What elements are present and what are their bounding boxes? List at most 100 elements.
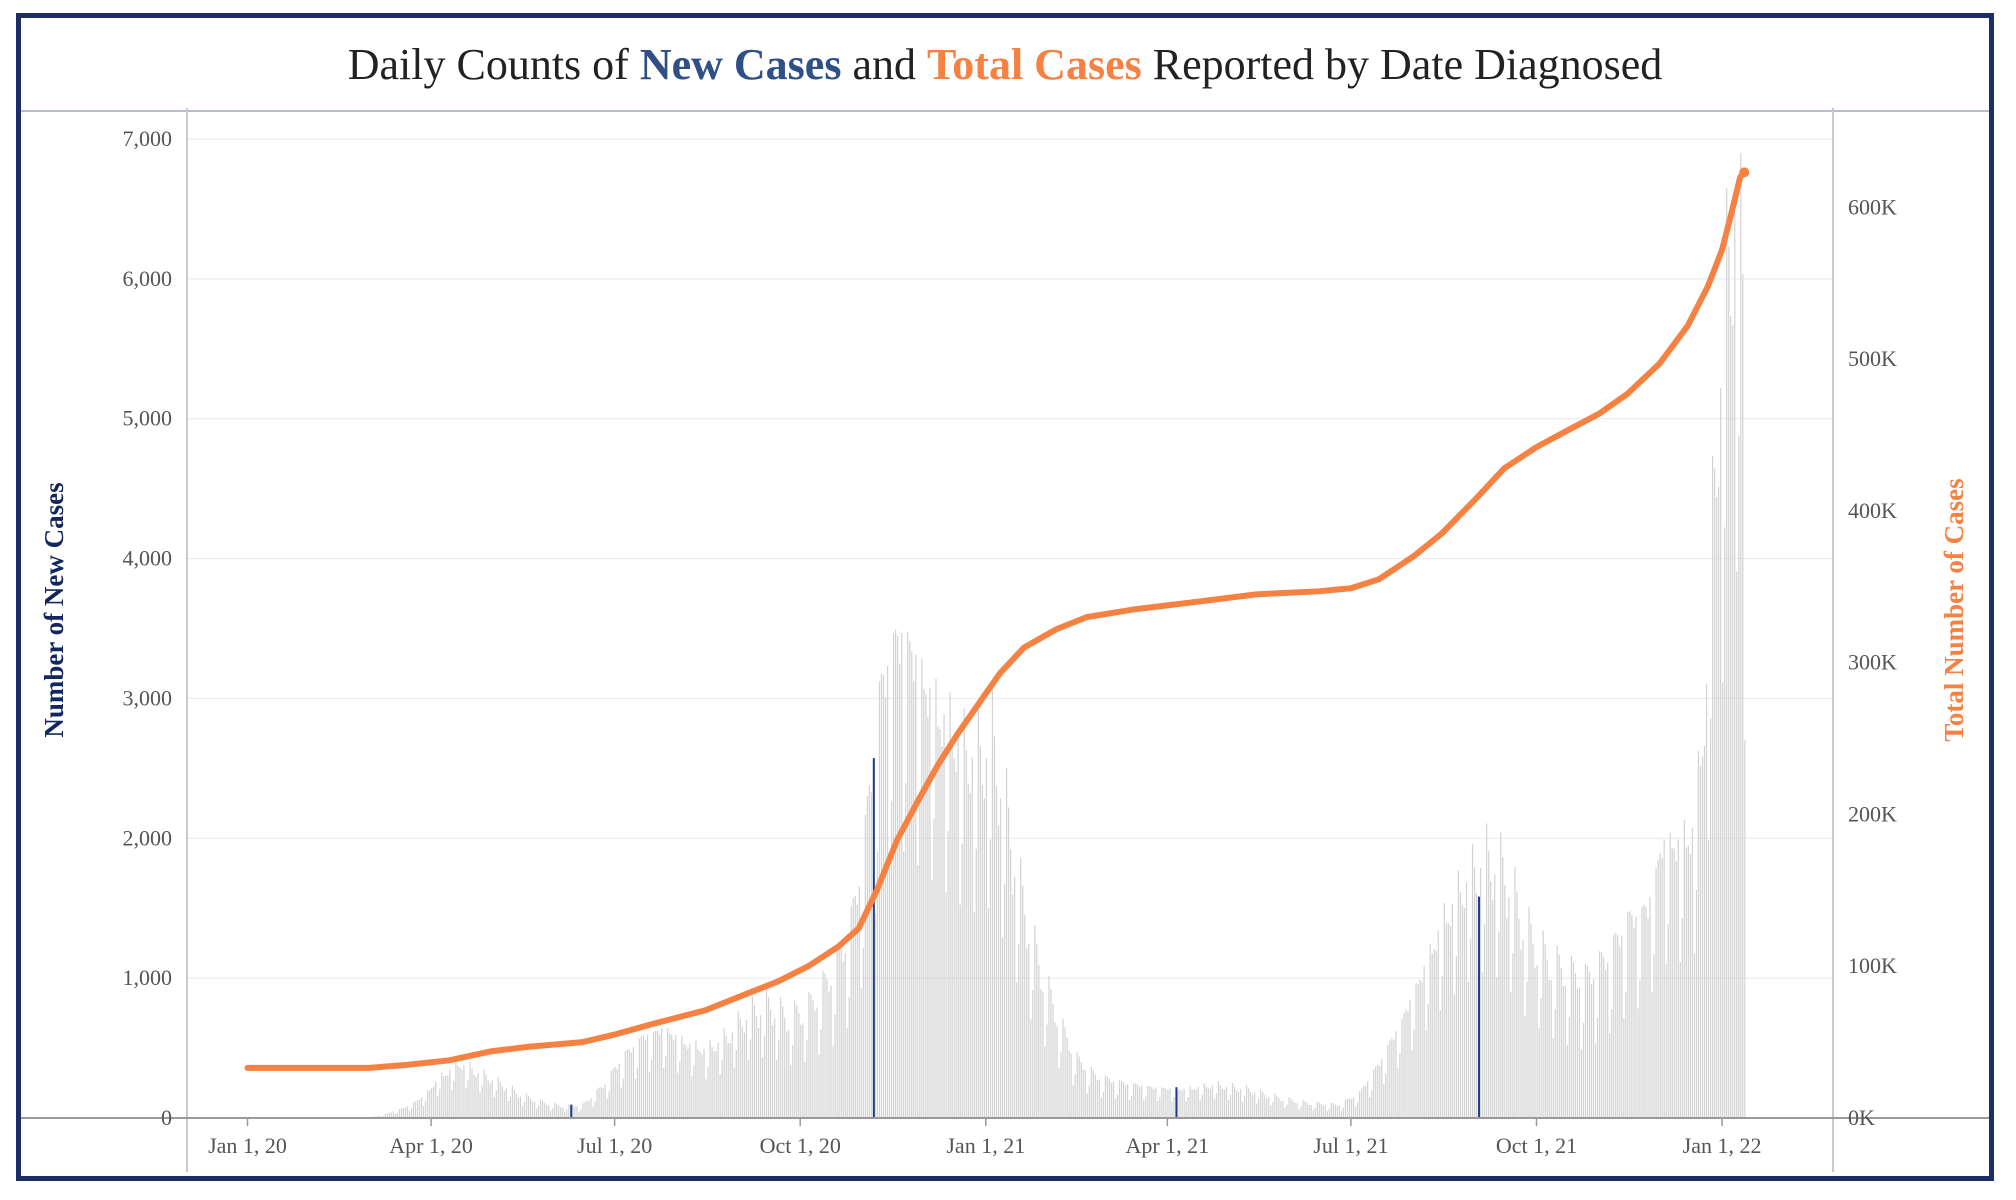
new-cases-bar	[895, 629, 897, 1118]
new-cases-bar	[1603, 957, 1605, 1118]
new-cases-bar	[491, 1080, 493, 1118]
new-cases-bar	[1096, 1080, 1098, 1118]
new-cases-bar	[1324, 1105, 1326, 1118]
new-cases-bar	[1056, 1026, 1058, 1118]
new-cases-bar	[927, 716, 929, 1118]
new-cases-bar	[1193, 1089, 1195, 1118]
new-cases-bar	[862, 947, 864, 1118]
new-cases-bar	[858, 886, 860, 1118]
new-cases-bar	[1546, 959, 1548, 1118]
new-cases-bar	[741, 1027, 743, 1118]
new-cases-bar	[1375, 1066, 1377, 1118]
new-cases-bar	[519, 1096, 522, 1118]
new-cases-bar	[648, 1072, 651, 1118]
new-cases-bar	[776, 1059, 778, 1118]
new-cases-bar	[439, 1088, 441, 1118]
new-cases-bar	[951, 740, 953, 1118]
new-cases-bar	[751, 996, 754, 1118]
new-cases-bar	[814, 1011, 816, 1118]
new-cases-bar	[846, 1028, 848, 1118]
new-cases-bar	[1302, 1100, 1304, 1118]
new-cases-bar	[1667, 924, 1669, 1118]
new-cases-bar	[469, 1062, 471, 1118]
new-cases-bar	[435, 1081, 437, 1118]
new-cases-bar	[1530, 923, 1532, 1118]
new-cases-bar	[899, 663, 901, 1118]
new-cases-bar	[911, 651, 913, 1118]
new-cases-bar	[497, 1077, 499, 1118]
new-cases-bar	[854, 895, 856, 1118]
new-cases-bar	[1441, 976, 1443, 1118]
new-cases-bar	[733, 1067, 735, 1118]
new-cases-bar	[1701, 756, 1704, 1118]
x-tick-label: Jan 1, 21	[946, 1133, 1025, 1158]
new-cases-bar	[1143, 1100, 1145, 1118]
new-cases-bar	[675, 1035, 677, 1118]
new-cases-bar	[782, 1006, 784, 1118]
new-cases-bar	[1655, 868, 1657, 1118]
new-cases-bar	[1397, 1068, 1399, 1118]
new-cases-bar	[568, 1104, 570, 1118]
new-cases-bar	[1671, 847, 1673, 1118]
new-cases-bar	[1036, 943, 1038, 1118]
y-tick-label: 5,000	[123, 406, 173, 431]
y-tick-label: 1,000	[123, 965, 173, 990]
new-cases-bar	[471, 1068, 473, 1118]
y2-tick-label: 100K	[1848, 953, 1897, 978]
new-cases-bar	[1486, 823, 1488, 1118]
new-cases-bar	[461, 1069, 463, 1118]
new-cases-bar	[1738, 435, 1740, 1119]
new-cases-bar	[1494, 874, 1496, 1118]
new-cases-bar	[1106, 1076, 1109, 1118]
new-cases-bar	[1191, 1089, 1193, 1118]
new-cases-bar	[888, 867, 891, 1118]
new-cases-bar	[1221, 1088, 1224, 1118]
new-cases-bar	[1114, 1098, 1117, 1118]
new-cases-bar	[1274, 1093, 1276, 1118]
right-axis-title: Total Number of Cases	[1939, 478, 1969, 741]
new-cases-bar	[622, 1078, 624, 1118]
new-cases-bar	[796, 1005, 798, 1118]
new-cases-bar	[1155, 1087, 1157, 1118]
new-cases-bar	[1266, 1098, 1268, 1118]
new-cases-bar	[1161, 1087, 1163, 1118]
new-cases-bar	[1318, 1102, 1320, 1118]
new-cases-bar	[566, 1109, 568, 1118]
new-cases-bar	[890, 800, 893, 1118]
new-cases-bar	[596, 1089, 598, 1118]
new-cases-bar	[1574, 973, 1577, 1118]
new-cases-bar	[404, 1107, 407, 1118]
new-cases-bar	[1030, 1019, 1032, 1118]
new-cases-bar	[1316, 1101, 1318, 1118]
x-tick-label: Jul 1, 21	[1313, 1133, 1388, 1158]
new-cases-bar	[727, 1042, 729, 1118]
new-cases-bar	[1405, 1009, 1407, 1118]
new-cases-bar	[1566, 1044, 1568, 1118]
new-cases-bar	[1328, 1108, 1330, 1118]
new-cases-bar	[1141, 1085, 1143, 1118]
new-cases-bar	[485, 1074, 487, 1118]
new-cases-bar	[1276, 1096, 1278, 1118]
new-cases-bar	[1074, 1074, 1076, 1118]
new-cases-bar	[572, 1105, 574, 1118]
new-cases-bar	[725, 1035, 727, 1118]
new-cases-bar	[820, 1029, 822, 1118]
new-cases-bar	[812, 1000, 814, 1118]
new-cases-bar	[778, 1040, 780, 1118]
y2-tick-label: 500K	[1848, 346, 1897, 371]
new-cases-bar	[1110, 1082, 1113, 1118]
y2-tick-label: 300K	[1848, 650, 1897, 675]
new-cases-bar	[1687, 845, 1689, 1118]
new-cases-bar	[1681, 918, 1683, 1118]
new-cases-bar	[1453, 994, 1455, 1118]
new-cases-bar	[856, 904, 858, 1118]
new-cases-bar	[971, 757, 973, 1118]
new-cases-bar	[1463, 908, 1466, 1118]
new-cases-bar	[1480, 868, 1482, 1118]
new-cases-bar	[1554, 1009, 1556, 1118]
new-cases-bar	[806, 1040, 808, 1118]
new-cases-bar	[1001, 937, 1004, 1118]
new-cases-bar	[1054, 1022, 1056, 1118]
new-cases-bar	[1435, 950, 1437, 1118]
new-cases-bar	[1348, 1098, 1351, 1118]
